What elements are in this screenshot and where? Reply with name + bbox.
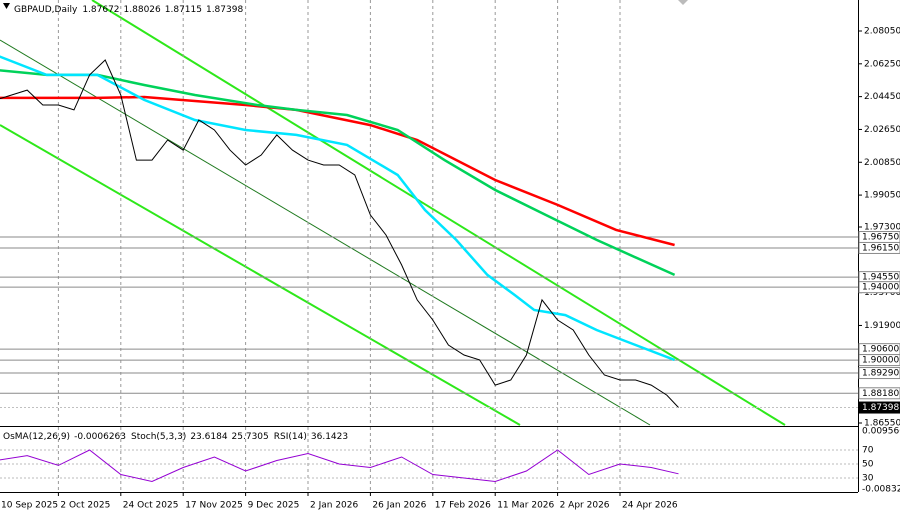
x-tick-label: 2 Apr 2026 bbox=[560, 501, 610, 511]
level-label-box bbox=[858, 354, 900, 367]
osma-tick-label: -0.008325 bbox=[862, 484, 900, 494]
stoch-label: Stoch(5,3,3) bbox=[131, 432, 186, 442]
x-tick-label: 17 Nov 2025 bbox=[185, 501, 243, 511]
indicator-tick-label: 70 bbox=[862, 446, 874, 456]
last-price-box bbox=[859, 401, 900, 414]
stoch-signal: 25.7305 bbox=[232, 432, 269, 442]
chart-header: GBPAUD,Daily 1.87672 1.88026 1.87115 1.87398 bbox=[14, 5, 243, 15]
y-tick-label: 1.99050 bbox=[864, 191, 900, 201]
menu-triangle[interactable] bbox=[3, 3, 10, 9]
x-tick-label: 9 Dec 2025 bbox=[248, 501, 300, 511]
level-label: 1.94000 bbox=[862, 283, 899, 293]
channel-upper bbox=[91, 0, 786, 426]
level-label: 1.89290 bbox=[862, 369, 899, 379]
rsi-line bbox=[0, 449, 679, 483]
rsi-value: 36.1423 bbox=[311, 432, 348, 442]
rsi-label: RSI(14) bbox=[274, 432, 307, 442]
level-label: 1.90000 bbox=[862, 356, 899, 366]
level-label: 1.88180 bbox=[862, 389, 899, 399]
indicator-tick-label: 30 bbox=[862, 474, 874, 484]
level-label-box bbox=[858, 387, 900, 400]
level-label: 1.96750 bbox=[862, 233, 899, 243]
symbol: GBPAUD,Daily bbox=[14, 5, 78, 15]
level-label-box bbox=[858, 281, 900, 294]
price-line bbox=[0, 59, 679, 408]
x-tick-label: 2 Oct 2025 bbox=[60, 501, 110, 511]
y-tick-label: 2.08050 bbox=[864, 26, 900, 36]
indicator-header: OsMA(12,26,9) -0.0006263 Stoch(5,3,3) 23.61… bbox=[3, 432, 348, 442]
level-label: 1.94550 bbox=[862, 273, 899, 283]
trend-channel bbox=[0, 0, 786, 426]
moving-average bbox=[0, 69, 676, 277]
stoch-main: 23.6184 bbox=[190, 432, 227, 442]
level-label-box bbox=[858, 241, 900, 254]
x-tick-label: 24 Apr 2026 bbox=[622, 501, 678, 511]
x-tick-label: 17 Feb 2026 bbox=[435, 501, 491, 511]
level-label-box bbox=[858, 367, 900, 380]
x-tick-label: 24 Oct 2025 bbox=[123, 501, 179, 511]
x-tick-label: 10 Sep 2025 bbox=[1, 501, 58, 511]
channel-middle bbox=[0, 39, 651, 426]
osma-label: OsMA(12,26,9) bbox=[3, 432, 70, 442]
osma-tick-label: 0.009566 bbox=[862, 427, 900, 437]
channel-lower bbox=[0, 124, 521, 426]
x-tick-label: 11 Mar 2026 bbox=[497, 501, 554, 511]
moving-average bbox=[0, 55, 676, 362]
y-tick-label: 2.00850 bbox=[864, 158, 900, 168]
scroll-marker bbox=[678, 0, 688, 5]
open: 1.87672 bbox=[82, 5, 119, 15]
low: 1.87115 bbox=[165, 5, 202, 15]
x-tick-label: 26 Jan 2026 bbox=[372, 501, 426, 511]
y-tick-label: 2.06250 bbox=[864, 59, 900, 69]
indicator-tick-label: 50 bbox=[862, 460, 874, 470]
close: 1.87398 bbox=[206, 5, 243, 15]
y-tick-label: 1.86550 bbox=[864, 418, 900, 428]
x-tick-label: 2 Jan 2026 bbox=[310, 501, 358, 511]
moving-average bbox=[0, 95, 675, 247]
y-tick-label: 2.04450 bbox=[864, 92, 900, 102]
y-tick-label: 1.91900 bbox=[864, 321, 900, 331]
level-label: 1.90600 bbox=[862, 345, 899, 355]
osma-value: -0.0006263 bbox=[74, 432, 126, 442]
y-tick-label: 1.97300 bbox=[864, 222, 900, 232]
last-price-label: 1.87398 bbox=[862, 403, 899, 413]
y-tick-label: 2.02650 bbox=[864, 125, 900, 135]
level-label: 1.96150 bbox=[862, 243, 899, 253]
high: 1.88026 bbox=[124, 5, 161, 15]
